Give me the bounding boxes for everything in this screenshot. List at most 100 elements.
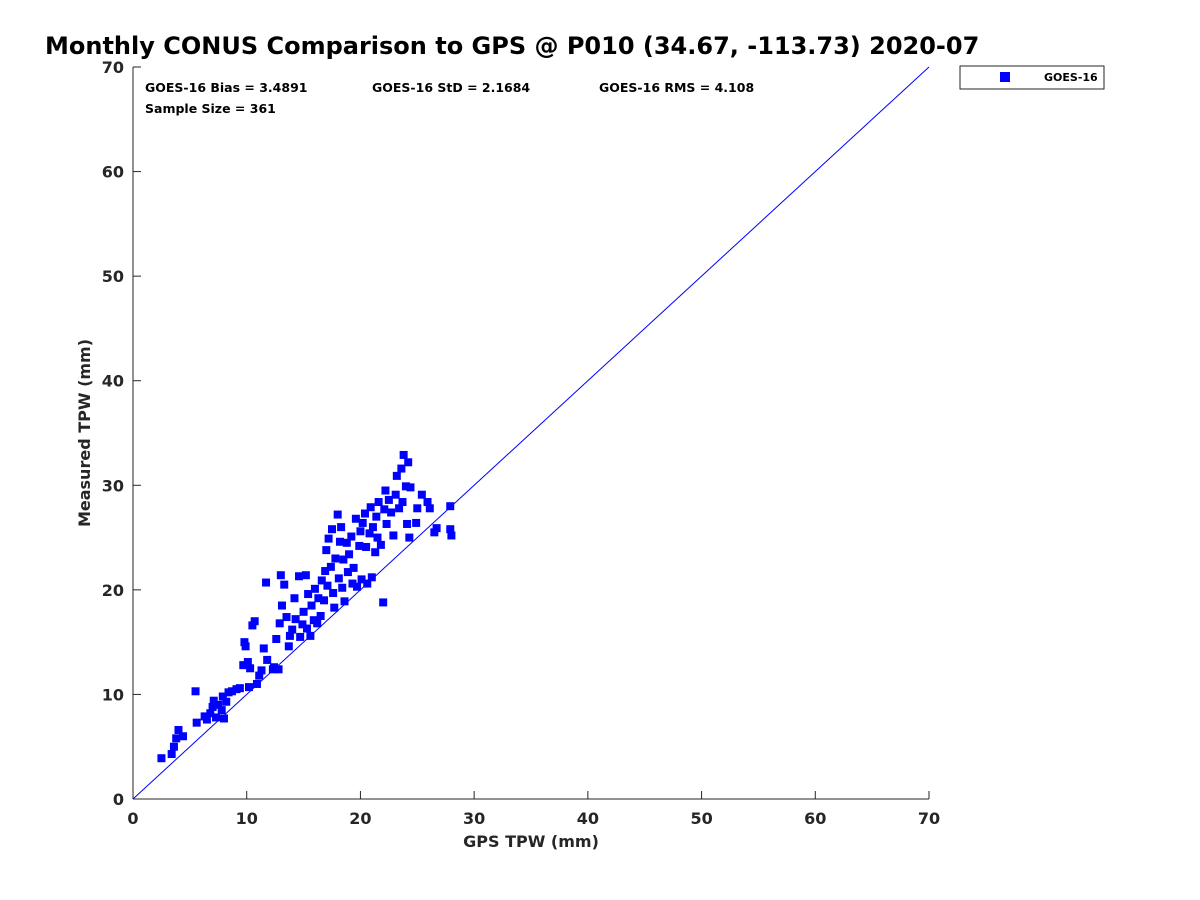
data-point (217, 706, 226, 715)
data-point (206, 709, 215, 718)
data-point (321, 567, 330, 576)
x-tick-label: 10 (236, 809, 258, 828)
data-point (227, 687, 236, 696)
data-point (214, 700, 223, 709)
data-point (342, 538, 351, 547)
data-point (191, 687, 200, 696)
data-point (167, 750, 176, 759)
data-point (399, 450, 408, 459)
data-point (326, 562, 335, 571)
data-point (365, 529, 374, 538)
data-point (244, 683, 253, 692)
y-tick-label: 60 (102, 163, 124, 182)
data-point (335, 537, 344, 546)
data-point (381, 486, 390, 495)
data-point (284, 642, 293, 651)
data-point (406, 483, 415, 492)
data-point (208, 702, 217, 711)
data-point (446, 525, 455, 534)
data-point (395, 504, 404, 513)
x-tick-label: 70 (918, 809, 940, 828)
data-point (304, 590, 313, 599)
data-point (343, 568, 352, 577)
data-point (397, 464, 406, 473)
data-point (316, 612, 325, 620)
y-tick-label: 0 (113, 790, 124, 809)
chart-title: Monthly CONUS Comparison to GPS @ P010 (… (45, 32, 979, 60)
data-point (172, 734, 181, 743)
rms-annotation: GOES-16 RMS = 4.108 (599, 80, 754, 95)
data-point (299, 607, 308, 616)
y-tick-label: 20 (102, 581, 124, 600)
data-point (374, 498, 383, 507)
data-point (169, 742, 178, 751)
data-point (239, 661, 248, 670)
legend-marker-square (1000, 72, 1010, 82)
data-point (384, 495, 393, 504)
data-point (339, 555, 348, 564)
data-point (417, 490, 426, 499)
data-point (329, 588, 338, 597)
data-point (432, 524, 441, 533)
data-point (392, 471, 401, 480)
data-point (274, 665, 283, 674)
data-point (447, 531, 456, 540)
data-point (324, 534, 333, 543)
data-point (323, 581, 332, 590)
x-ticks: 0 10 20 30 40 50 60 70 (127, 791, 940, 828)
data-point (248, 621, 257, 630)
data-point (202, 715, 211, 724)
data-point (218, 692, 227, 701)
data-point (290, 594, 299, 603)
data-point (306, 631, 315, 640)
data-point (362, 542, 371, 551)
y-ticks: 0 10 20 30 40 50 60 70 (102, 58, 141, 809)
data-point (391, 490, 400, 499)
data-point (358, 518, 367, 527)
x-tick-label: 0 (127, 809, 138, 828)
data-point (262, 578, 271, 587)
data-point (255, 671, 264, 680)
data-point (291, 615, 300, 624)
data-point (285, 631, 294, 640)
sample-size-annotation: Sample Size = 361 (145, 101, 276, 116)
data-point (430, 528, 439, 537)
legend: GOES-16 (959, 65, 1105, 90)
data-point (363, 579, 372, 588)
data-point (379, 598, 388, 607)
legend-label: GOES-16 (1044, 71, 1098, 84)
data-point (310, 584, 319, 593)
data-point (360, 509, 369, 518)
x-tick-label: 20 (349, 809, 371, 828)
data-point (179, 732, 188, 741)
data-point (330, 603, 339, 612)
data-point (387, 508, 396, 517)
y-axis-label: Measured TPW (mm) (75, 339, 94, 527)
data-point (235, 684, 244, 693)
one-to-one-reference-line (132, 66, 930, 800)
data-point (401, 482, 410, 491)
data-point (413, 504, 422, 513)
data-point (250, 617, 259, 626)
data-point (222, 697, 231, 706)
data-point (376, 540, 385, 549)
bias-annotation: GOES-16 Bias = 3.4891 (145, 80, 307, 95)
data-point (398, 498, 407, 507)
data-point (275, 619, 284, 628)
data-point (446, 502, 455, 511)
data-point (320, 596, 329, 605)
data-point (345, 550, 354, 559)
legend-box (959, 65, 1105, 90)
data-point (313, 619, 322, 628)
data-point (389, 531, 398, 540)
data-point (425, 504, 434, 513)
x-tick-label: 50 (690, 809, 712, 828)
data-point (322, 546, 331, 555)
data-point (288, 625, 297, 634)
data-point (347, 532, 356, 541)
x-tick-label: 30 (463, 809, 485, 828)
data-point (349, 563, 358, 572)
data-point (357, 575, 366, 584)
data-point (380, 505, 389, 514)
data-point (282, 613, 291, 622)
